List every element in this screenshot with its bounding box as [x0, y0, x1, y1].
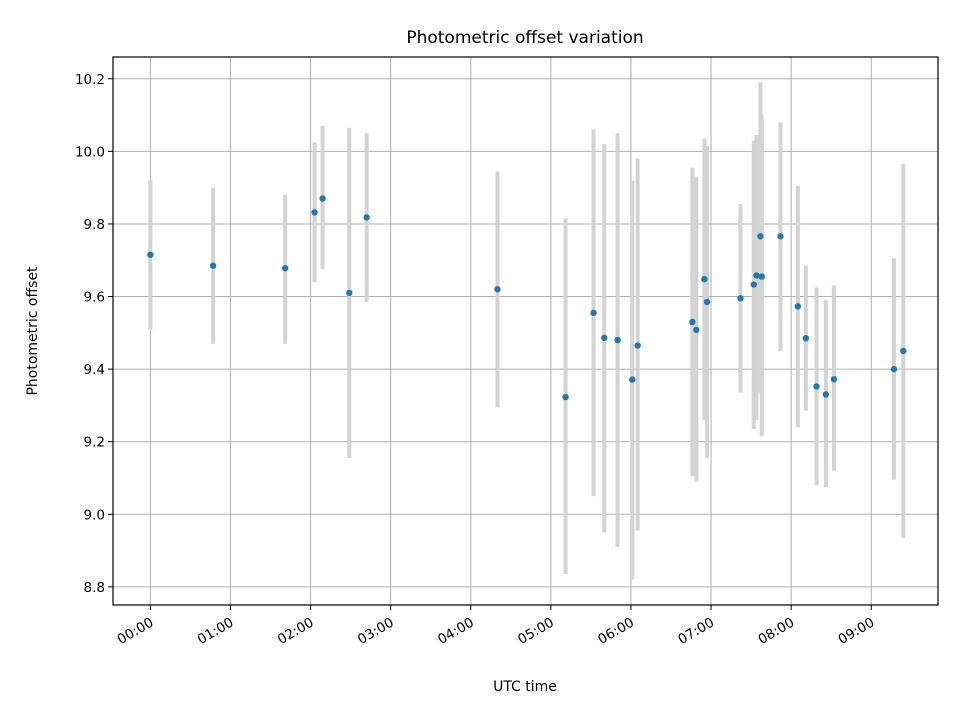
- x-tick-label: 09:00: [836, 615, 878, 648]
- data-point: [209, 262, 217, 269]
- x-tick-label: 04:00: [435, 615, 477, 648]
- y-tick-label: 9.2: [84, 435, 105, 451]
- data-point: [830, 376, 838, 383]
- data-point: [634, 342, 641, 349]
- data-point: [629, 376, 636, 383]
- errorbars: [148, 82, 906, 580]
- x-tick-label: 05:00: [515, 615, 557, 648]
- data-point: [319, 195, 326, 202]
- data-point: [757, 233, 764, 240]
- y-tick-label: 9.8: [84, 217, 105, 233]
- data-point: [701, 275, 708, 283]
- data-point: [590, 309, 597, 317]
- x-axis-ticks: 00:00 01:00 02:00 03:00 04:00 05:00 06:00 07:00…: [115, 605, 878, 648]
- x-tick-label: 03:00: [355, 615, 397, 648]
- data-point: [822, 391, 830, 398]
- chart-title: Photometric offset variation: [406, 28, 643, 48]
- data-point: [562, 393, 569, 401]
- data-point: [794, 303, 802, 310]
- data-point: [689, 318, 696, 326]
- x-tick-label: 02:00: [275, 615, 317, 648]
- y-axis-label: Photometric offset: [25, 266, 41, 396]
- data-point: [601, 334, 608, 342]
- data-point: [693, 326, 700, 334]
- data-point: [890, 365, 898, 373]
- x-axis-label: UTC time: [493, 679, 557, 695]
- y-tick-label: 9.4: [84, 362, 105, 378]
- y-axis-ticks: 8.8 9.0 9.2 9.4 9.6 9.8 10.0 10.2: [75, 72, 113, 596]
- data-point: [147, 251, 154, 258]
- x-tick-label: 08:00: [755, 615, 797, 648]
- plot-frame: [112, 56, 939, 606]
- data-point: [777, 233, 784, 240]
- data-point: [703, 298, 711, 306]
- data-point: [900, 347, 907, 355]
- x-tick-label: 07:00: [675, 615, 717, 648]
- data-point: [614, 336, 621, 344]
- y-tick-label: 8.8: [84, 580, 105, 596]
- grid: [113, 57, 938, 605]
- x-tick-label: 01:00: [195, 615, 237, 648]
- data-point: [750, 281, 757, 288]
- data-point: [282, 265, 289, 272]
- y-tick-label: 10.2: [75, 72, 105, 88]
- x-tick-label: 00:00: [115, 615, 157, 648]
- x-tick-label: 06:00: [595, 615, 637, 648]
- data-point: [311, 209, 318, 216]
- y-tick-label: 9.6: [84, 290, 105, 306]
- data-point: [802, 335, 810, 342]
- data-point: [813, 383, 820, 390]
- data-point: [753, 272, 760, 279]
- data-point: [363, 214, 370, 221]
- data-point: [494, 286, 501, 293]
- data-point: [346, 289, 353, 297]
- data-points: [147, 195, 907, 401]
- y-tick-label: 10.0: [75, 144, 105, 160]
- data-point: [737, 295, 744, 302]
- y-tick-label: 9.0: [84, 507, 105, 523]
- data-point: [758, 273, 765, 280]
